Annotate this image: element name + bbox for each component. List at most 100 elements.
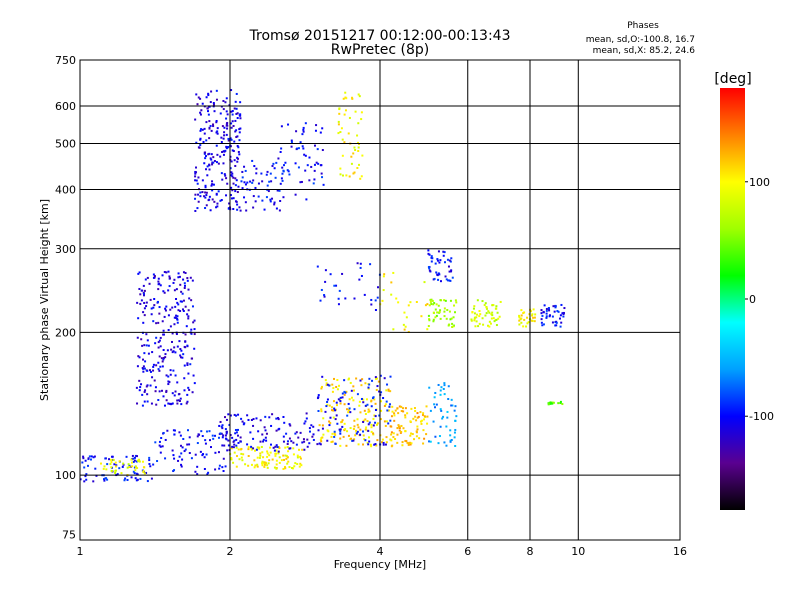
scatter-point [313,169,316,172]
scatter-point [110,469,113,472]
scatter-point [152,273,155,276]
scatter-point [306,164,309,167]
scatter-point [377,380,380,383]
scatter-point [353,297,356,300]
scatter-point [352,172,355,175]
scatter-point [232,208,235,211]
scatter-point [447,324,450,327]
scatter-point [169,369,172,372]
scatter-point [442,254,445,257]
scatter-point [230,174,233,177]
scatter-point [204,442,207,445]
scatter-point [196,465,199,468]
scatter-point [541,314,544,317]
scatter-point [499,300,502,303]
scatter-point [157,341,160,344]
x-tick-label: 4 [377,545,384,558]
scatter-point [164,353,167,356]
scatter-point [443,382,446,385]
scatter-point [188,443,191,446]
scatter-point [143,472,146,475]
scatter-point [294,193,297,196]
scatter-point [186,362,189,365]
scatter-point [265,196,268,199]
scatter-point [390,281,393,284]
scatter-point [449,434,452,437]
scatter-point [196,207,199,210]
scatter-point [125,455,128,458]
scatter-point [183,345,186,348]
scatter-point [180,349,183,352]
scatter-point [189,363,192,366]
scatter-point [285,454,288,457]
scatter-point [351,96,354,99]
scatter-point [172,281,175,284]
scatter-point [239,440,242,443]
scatter-point [439,389,442,392]
scatter-point [319,131,322,134]
scatter-point [533,320,536,323]
scatter-point [303,422,306,425]
scatter-point [205,139,208,142]
scatter-point [332,400,335,403]
scatter-point [320,288,323,291]
scatter-point [482,323,485,326]
scatter-point [431,257,434,260]
scatter-point [171,449,174,452]
scatter-point [186,363,189,366]
scatter-point [489,322,492,325]
scatter-point [381,299,384,302]
colorbar-tick-label: 0 [749,293,756,306]
scatter-point [393,414,396,417]
scatter-point [99,462,102,465]
scatter-point [335,404,338,407]
scatter-point [201,179,204,182]
scatter-point [218,464,221,467]
scatter-point [139,293,142,296]
scatter-point [172,454,175,457]
scatter-point [397,412,400,415]
scatter-point [224,434,227,437]
scatter-point [226,449,229,452]
scatter-point [216,153,219,156]
scatter-point [474,325,477,328]
scatter-point [455,415,458,418]
scatter-point [177,272,180,275]
scatter-point [280,147,283,150]
scatter-point [209,209,212,212]
scatter-point [172,369,175,372]
scatter-point [562,315,565,318]
scatter-point [278,189,281,192]
scatter-point [155,322,158,325]
scatter-point [404,416,407,419]
scatter-point [439,425,442,428]
scatter-point [176,318,179,321]
scatter-point [192,374,195,377]
scatter-point [225,110,228,113]
scatter-point [286,442,289,445]
scatter-point [445,425,448,428]
scatter-point [281,179,284,182]
scatter-point [208,127,211,130]
scatter-point [448,259,451,262]
scatter-point [199,144,202,147]
scatter-point [154,386,157,389]
scatter-point [182,353,185,356]
x-tick-label: 6 [464,545,471,558]
scatter-point [268,416,271,419]
scatter-point [357,146,360,149]
scatter-point [110,458,113,461]
scatter-point [231,175,234,178]
scatter-point [390,293,393,296]
scatter-point [153,379,156,382]
scatter-point [375,444,378,447]
scatter-point [478,322,481,325]
scatter-point [232,176,235,179]
scatter-point [439,299,442,302]
scatter-point [435,314,438,317]
scatter-point [527,321,530,324]
scatter-point [168,275,171,278]
scatter-point [425,433,428,436]
scatter-point [185,325,188,328]
scatter-point [258,446,261,449]
